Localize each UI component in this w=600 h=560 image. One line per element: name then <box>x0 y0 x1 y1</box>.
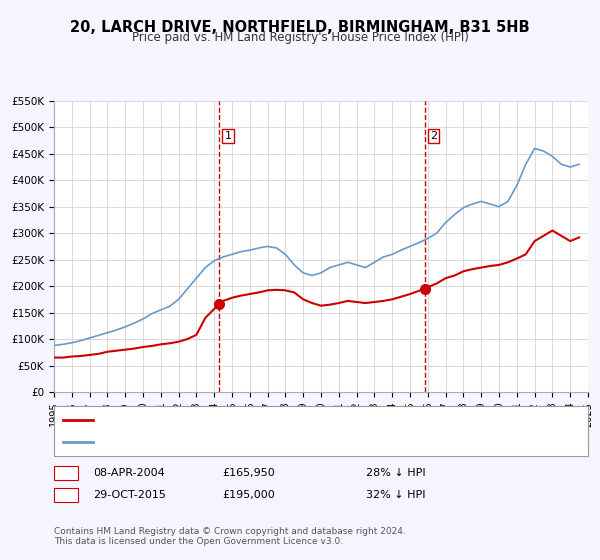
Text: Price paid vs. HM Land Registry's House Price Index (HPI): Price paid vs. HM Land Registry's House … <box>131 31 469 44</box>
Text: £165,950: £165,950 <box>222 468 275 478</box>
Text: 1: 1 <box>62 466 70 479</box>
Text: 20, LARCH DRIVE, NORTHFIELD, BIRMINGHAM, B31 5HB: 20, LARCH DRIVE, NORTHFIELD, BIRMINGHAM,… <box>70 20 530 35</box>
Text: 1: 1 <box>224 130 232 141</box>
Text: 2: 2 <box>62 488 70 502</box>
Text: £195,000: £195,000 <box>222 490 275 500</box>
Text: 20, LARCH DRIVE, NORTHFIELD, BIRMINGHAM, B31 5HB (detached house): 20, LARCH DRIVE, NORTHFIELD, BIRMINGHAM,… <box>99 415 483 425</box>
Text: HPI: Average price, detached house, Birmingham: HPI: Average price, detached house, Birm… <box>99 437 356 447</box>
Text: Contains HM Land Registry data © Crown copyright and database right 2024.
This d: Contains HM Land Registry data © Crown c… <box>54 526 406 546</box>
Text: 29-OCT-2015: 29-OCT-2015 <box>93 490 166 500</box>
Text: 32% ↓ HPI: 32% ↓ HPI <box>366 490 425 500</box>
Text: 08-APR-2004: 08-APR-2004 <box>93 468 165 478</box>
Text: 28% ↓ HPI: 28% ↓ HPI <box>366 468 425 478</box>
Text: 2: 2 <box>430 130 437 141</box>
